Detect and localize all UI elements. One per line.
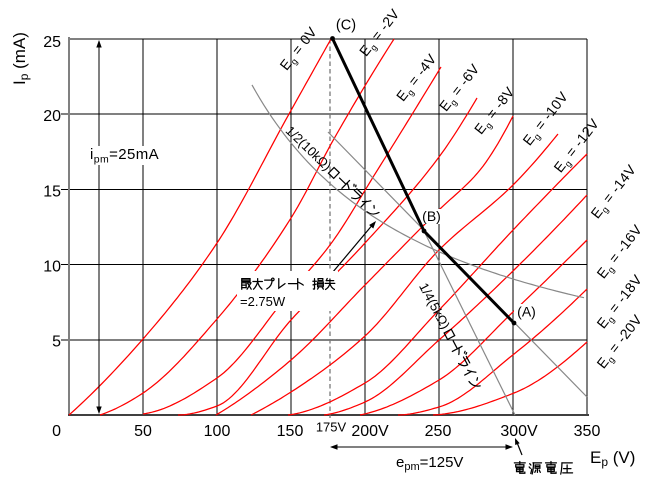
svg-text:5: 5: [52, 334, 61, 351]
svg-text:(A): (A): [517, 304, 536, 320]
svg-text:100: 100: [204, 423, 231, 440]
svg-text:25: 25: [43, 34, 61, 51]
svg-text:250: 250: [425, 423, 452, 440]
svg-text:(C): (C): [336, 18, 356, 34]
svg-text:=2.75W: =2.75W: [240, 294, 286, 309]
svg-text:10: 10: [43, 259, 61, 276]
svg-text:350: 350: [574, 423, 601, 440]
svg-text:Ep (V): Ep (V): [590, 448, 635, 469]
svg-text:(B): (B): [422, 208, 441, 224]
svg-text:200V: 200V: [351, 423, 389, 440]
svg-text:150: 150: [277, 423, 304, 440]
svg-text:300V: 300V: [500, 423, 538, 440]
svg-text:175V: 175V: [316, 420, 347, 435]
svg-text:0: 0: [52, 423, 61, 440]
svg-text:50: 50: [134, 423, 152, 440]
svg-text:ipm=25mA: ipm=25mA: [90, 146, 159, 166]
svg-text:15: 15: [43, 184, 61, 201]
svg-text:20: 20: [43, 108, 61, 125]
svg-text:Ip (mA): Ip (mA): [10, 32, 31, 85]
